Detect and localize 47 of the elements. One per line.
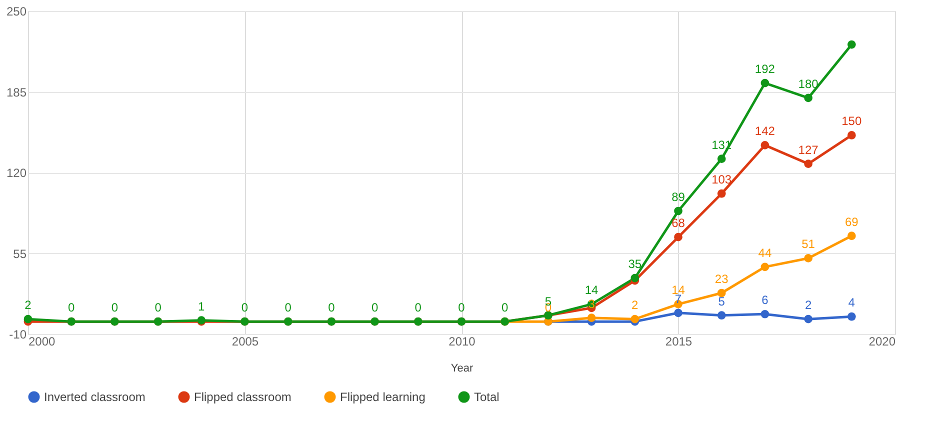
x-tick-label: 2005 [232,334,259,348]
data-label: 14 [584,283,599,298]
x-tick-label: 2010 [448,334,476,348]
data-label: 0 [414,300,422,315]
y-tick-label: 55 [13,246,27,261]
x-tick-label: 2000 [28,334,56,348]
y-tick-label: 185 [6,85,27,100]
legend-label: Flipped learning [340,390,426,404]
y-tick-label: 120 [6,166,27,180]
data-label: 3 [588,296,596,311]
data-label: 0 [502,300,509,315]
data-label: 89 [672,190,686,204]
data-label: 150 [842,114,862,128]
y-tick-label: -10 [9,328,27,342]
data-label: 44 [758,246,772,260]
data-label: 69 [844,214,859,229]
data-label: 192 [754,62,776,76]
data-label: 0 [328,300,336,315]
x-tick-label: 2015 [665,334,692,348]
data-label: 23 [714,272,729,286]
data-label: 2 [24,298,32,312]
data-label: 0 [154,300,162,315]
legend-label: Flipped classroom [194,390,292,404]
data-label: 142 [754,124,776,138]
data-label: 4 [848,296,856,310]
data-label: 68 [672,216,686,230]
data-label: 6 [762,293,769,308]
data-label: 5 [718,294,726,308]
data-label: 2 [804,298,812,312]
y-tick-label: 250 [6,4,27,18]
data-label: 51 [802,237,816,252]
x-tick-label: 2020 [868,334,896,348]
data-label: 0 [371,300,378,315]
data-label: 0 [458,300,466,315]
data-label: 103 [712,172,732,187]
data-label: 0 [68,300,76,315]
data-label: 0 [241,300,248,315]
legend-label: Total [474,390,500,404]
data-label: 0 [111,300,118,315]
legend-label: Inverted classroom [44,390,146,404]
data-label: 35 [628,257,642,272]
data-label: 2 [632,298,639,312]
data-label: 0 [284,300,292,315]
data-label: 1 [198,299,206,314]
data-label: 180 [798,76,819,91]
x-axis-title: Year [450,362,474,374]
data-label: 127 [798,142,819,157]
